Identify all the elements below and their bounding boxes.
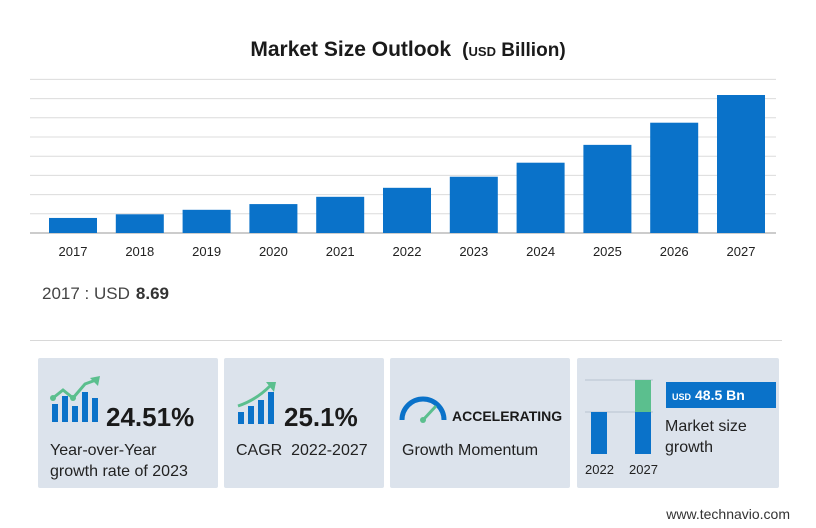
x-tick-label: 2024: [526, 244, 555, 259]
speedometer-icon: [399, 396, 447, 423]
chart-title: Market Size Outlook (USD Billion): [0, 38, 816, 62]
cagr-card: 25.1% CAGR 2022-2027: [224, 358, 384, 488]
market-size-badge: USD 48.5 Bn: [666, 382, 776, 408]
x-tick-label: 2023: [459, 244, 488, 259]
x-tick-label: 2018: [125, 244, 154, 259]
yoy-caption: Year-over-Year growth rate of 2023: [50, 440, 188, 482]
bar-2021: [316, 196, 365, 233]
mini-bar-chart: [585, 379, 653, 454]
cagr-caption: CAGR 2022-2027: [236, 442, 368, 459]
x-tick-label: 2027: [727, 244, 756, 259]
market-caption-line2: growth: [665, 439, 714, 456]
chart-unit: (USD Billion): [456, 40, 566, 61]
mini-year-end: 2027: [629, 462, 658, 477]
momentum-value: ACCELERATING: [452, 408, 563, 424]
x-tick-label: 2022: [393, 244, 422, 259]
unit-prefix: USD: [468, 44, 496, 59]
x-tick-label: 2025: [593, 244, 622, 259]
badge-prefix: USD: [672, 392, 692, 402]
x-tick-label: 2021: [326, 244, 355, 259]
divider: [30, 340, 782, 341]
mini-bar-2022: [591, 412, 607, 454]
mini-bar-2027-base: [635, 412, 651, 454]
bar-2026: [650, 122, 699, 233]
bar-2017: [49, 217, 97, 233]
bar-chart: 2017 2018 2019 2020 2021 2022 2023 2024 2025 2026…: [30, 78, 776, 259]
yoy-caption-line1: Year-over-Year: [50, 442, 157, 459]
bar-2025: [583, 144, 632, 233]
mini-bar-2027-increment: [635, 380, 651, 412]
bar-2023: [449, 176, 498, 233]
unit-text: Billion: [501, 40, 560, 61]
momentum-card: ACCELERATING Growth Momentum: [390, 358, 570, 488]
yoy-card: 24.51% Year-over-Year growth rate of 202…: [38, 358, 218, 488]
chart-x-ticks: 2017 2018 2019 2020 2021 2022 2023 2024 2025 2026…: [59, 244, 756, 259]
x-tick-label: 2019: [192, 244, 221, 259]
yoy-caption-line2: growth rate of 2023: [50, 463, 188, 480]
market-growth-card: 2022 2027 Market size growth: [577, 358, 779, 488]
cagr-value: 25.1%: [284, 402, 358, 432]
rising-bars-icon: [237, 382, 276, 424]
bar-2019: [182, 209, 231, 233]
yoy-value: 24.51%: [106, 402, 195, 432]
base-value: 8.69: [135, 284, 169, 303]
bar-2024: [516, 162, 565, 233]
chart-title-text: Market Size Outlook: [250, 38, 452, 61]
bar-2022: [383, 187, 431, 233]
momentum-caption: Growth Momentum: [402, 442, 539, 459]
footer-site: www.technavio.com: [666, 506, 790, 522]
growth-chart-icon: [50, 376, 100, 422]
x-tick-label: 2026: [660, 244, 689, 259]
x-tick-label: 2020: [259, 244, 288, 259]
market-caption: Market size growth: [665, 416, 747, 458]
market-caption-line1: Market size: [665, 418, 747, 435]
bar-2020: [249, 204, 298, 233]
chart-bars: [49, 95, 765, 233]
base-year-label: 2017 : USD: [42, 284, 130, 303]
x-tick-label: 2017: [59, 244, 88, 259]
mini-year-start: 2022: [585, 462, 614, 477]
base-year-value: 2017 : USD 8.69: [42, 284, 169, 304]
bar-2018: [115, 214, 164, 233]
bar-2027: [717, 95, 765, 233]
badge-value: 48.5 Bn: [695, 387, 745, 403]
